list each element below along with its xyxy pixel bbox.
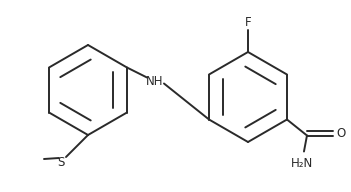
Text: O: O [336,127,346,140]
Text: H₂N: H₂N [291,157,313,170]
Text: S: S [57,156,65,169]
Text: F: F [245,17,251,30]
Text: NH: NH [146,75,164,88]
